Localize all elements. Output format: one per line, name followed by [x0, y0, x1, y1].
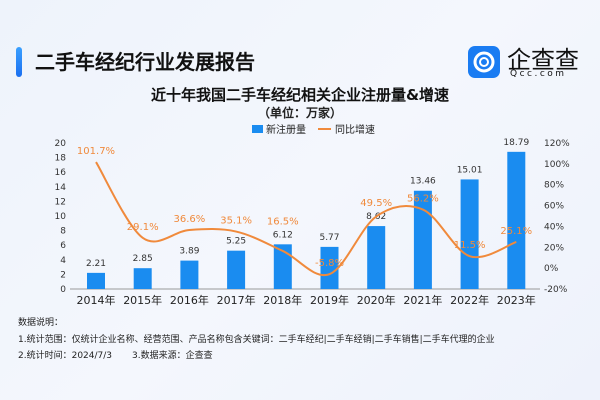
y2-tick-label: -20% — [544, 285, 568, 295]
chart-subtitle: （单位：万家） — [257, 106, 342, 120]
y2-tick-label: 20% — [544, 243, 564, 253]
x-tick-label: 2020年 — [357, 293, 396, 307]
bar-value-label: 3.89 — [179, 247, 199, 257]
x-tick-label: 2015年 — [123, 293, 162, 307]
legend-line-label: 同比增速 — [335, 123, 375, 136]
growth-label: 29.1% — [127, 222, 159, 233]
x-tick-label: 2016年 — [170, 293, 209, 307]
y2-tick-label: 60% — [544, 202, 564, 212]
y2-tick-label: 40% — [544, 222, 564, 232]
y-tick-label: 20 — [55, 139, 67, 149]
logo-subtext: Qcc.com — [510, 69, 567, 79]
bar — [180, 260, 199, 289]
x-tick-label: 2022年 — [450, 293, 489, 307]
bar-value-label: 6.12 — [273, 230, 293, 240]
y-tick-label: 6 — [60, 241, 66, 251]
notes-scope: 1.统计范围：仅统计企业名称、经营范围、产品名称包含关键词：二手车经纪|二手车经… — [18, 335, 495, 345]
title-accent-bar — [16, 47, 22, 77]
growth-label: -5.8% — [315, 258, 344, 269]
bar-value-label: 2.21 — [86, 259, 106, 269]
chart: 新注册量 同比增速 0 2 4 6 8 10 12 14 16 18 20 -20% 0% 20% 40% 6… — [55, 123, 571, 307]
qcc-logo-icon — [468, 46, 500, 78]
report-title: 二手车经纪行业发展报告 — [35, 50, 255, 74]
notes-source: 3.数据来源：企查查 — [132, 351, 213, 361]
bar — [413, 190, 432, 289]
x-tick-label: 2023年 — [497, 293, 536, 307]
bar — [87, 272, 105, 289]
bar — [460, 179, 479, 289]
y-tick-label: 4 — [60, 256, 66, 266]
y-tick-label: 10 — [55, 212, 67, 222]
x-tick-label: 2018年 — [263, 293, 302, 307]
bar-value-label: 15.01 — [457, 165, 483, 175]
bar-value-label: 18.79 — [503, 138, 529, 148]
bar — [507, 151, 526, 289]
y2-tick-label: 120% — [544, 139, 570, 149]
y2-tick-label: 80% — [544, 181, 564, 191]
x-tick-label: 2017年 — [217, 293, 256, 307]
logo-text: 企查查 — [507, 46, 579, 74]
growth-label: 25.1% — [500, 226, 532, 237]
bar-value-label: 5.77 — [319, 233, 339, 243]
notes-heading: 数据说明： — [18, 318, 64, 328]
y-tick-label: 0 — [60, 285, 66, 295]
growth-label: 36.6% — [174, 214, 206, 225]
x-tick-label: 2021年 — [403, 293, 442, 307]
bar — [273, 244, 292, 289]
growth-line — [95, 161, 517, 277]
notes-date: 2.统计时间：2024/7/3 — [18, 351, 113, 361]
growth-label: 101.7% — [77, 146, 115, 157]
legend-bar-swatch — [252, 125, 263, 133]
bar — [133, 268, 152, 289]
y-tick-label: 14 — [55, 183, 67, 193]
y2-tick-label: 0% — [544, 264, 559, 274]
x-tick-label: 2014年 — [77, 293, 116, 307]
y-tick-label: 16 — [55, 168, 67, 178]
bar-value-label: 13.46 — [410, 177, 436, 187]
growth-label: 11.5% — [454, 240, 486, 251]
bar — [320, 246, 339, 289]
growth-label: 16.5% — [267, 216, 299, 227]
y2-tick-label: 100% — [544, 160, 570, 170]
y-tick-label: 8 — [60, 227, 66, 237]
growth-label: 49.5% — [360, 198, 392, 209]
y-tick-label: 18 — [55, 154, 67, 164]
bar-value-label: 2.85 — [133, 254, 153, 264]
chart-title: 近十年我国二手车经纪相关企业注册量&增速 — [150, 86, 450, 104]
bar — [227, 250, 246, 289]
legend-bar-label: 新注册量 — [266, 123, 306, 136]
growth-label: 56.2% — [407, 194, 439, 205]
growth-label: 35.1% — [220, 216, 252, 227]
bar-value-label: 5.25 — [226, 237, 246, 247]
bar — [367, 226, 386, 289]
y-tick-label: 2 — [60, 270, 66, 280]
x-tick-label: 2019年 — [310, 293, 349, 307]
y-tick-label: 12 — [55, 197, 66, 207]
